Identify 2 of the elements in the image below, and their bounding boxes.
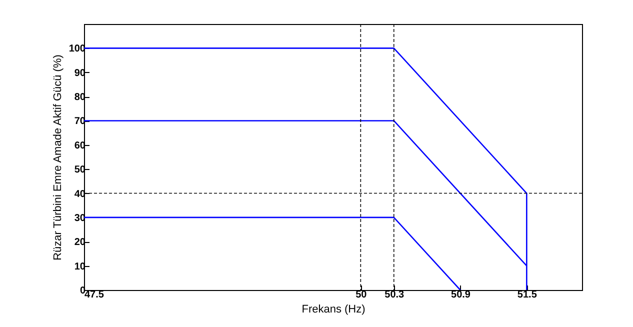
y-axis-title: Rüzar Türbini Emre Amade Aktif Gücü (%) [52, 54, 64, 260]
x-axis-title: Frekans (Hz) [302, 304, 366, 316]
